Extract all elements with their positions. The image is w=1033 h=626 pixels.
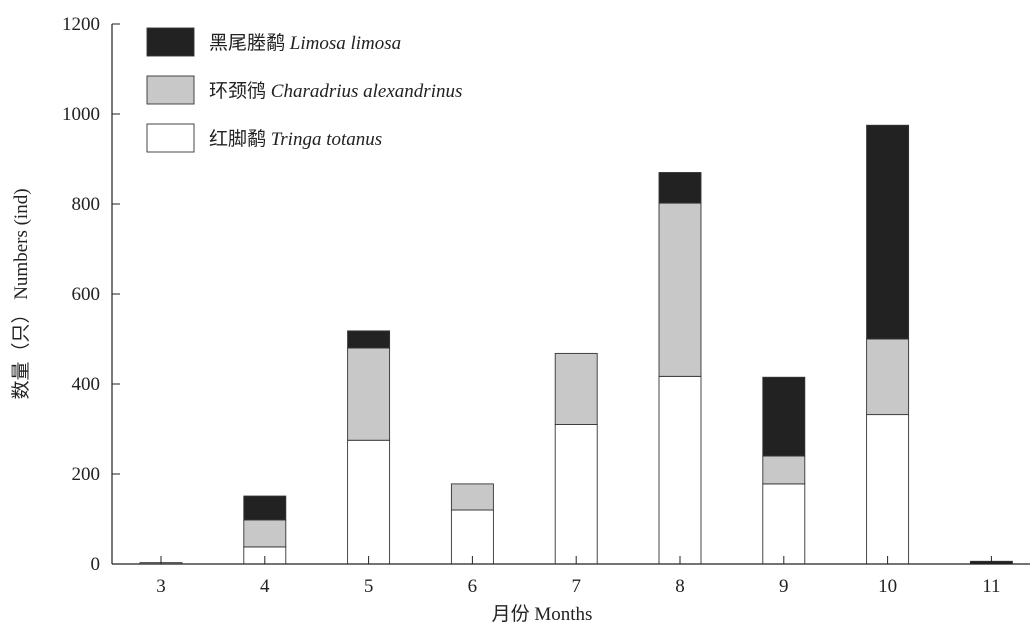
bar-segment-tringa-totanus-6 bbox=[450, 509, 494, 565]
bar-segment-charadrius-alexandrinus-10 bbox=[866, 338, 910, 416]
y-tick-label: 200 bbox=[72, 464, 101, 485]
legend-swatch-tringa-totanus bbox=[146, 123, 195, 153]
x-tick-label: 5 bbox=[364, 576, 374, 597]
legend-swatch-limosa-limosa bbox=[146, 27, 195, 57]
bar-segment-limosa-limosa-8 bbox=[658, 172, 702, 204]
bar-segment-charadrius-alexandrinus-4 bbox=[243, 519, 287, 548]
y-tick-label: 1000 bbox=[62, 104, 100, 125]
x-tick-label: 4 bbox=[260, 576, 270, 597]
bar-segment-tringa-totanus-9 bbox=[762, 483, 806, 565]
x-tick-label: 6 bbox=[468, 576, 478, 597]
legend-label-charadrius-alexandrinus: 环颈鸻 Charadrius alexandrinus bbox=[209, 80, 462, 102]
y-axis-title: 数量（只） Numbers (ind) bbox=[10, 188, 32, 399]
bar-segment-limosa-limosa-10 bbox=[866, 124, 910, 340]
bars-group bbox=[139, 124, 1013, 565]
y-tick-label: 800 bbox=[72, 194, 101, 215]
x-axis-title: 月份 Months bbox=[492, 603, 593, 625]
x-tick-label: 11 bbox=[982, 576, 1000, 597]
y-tick-label: 1200 bbox=[62, 14, 100, 35]
y-tick-label: 400 bbox=[72, 374, 101, 395]
bar-segment-tringa-totanus-5 bbox=[347, 439, 391, 565]
bar-segment-tringa-totanus-7 bbox=[554, 424, 598, 565]
bar-segment-charadrius-alexandrinus-9 bbox=[762, 455, 806, 485]
bar-segment-charadrius-alexandrinus-5 bbox=[347, 347, 391, 441]
bar-segment-tringa-totanus-8 bbox=[658, 375, 702, 565]
x-tick-label: 10 bbox=[878, 576, 897, 597]
x-tick-label: 9 bbox=[779, 576, 789, 597]
y-tick-label: 600 bbox=[72, 284, 101, 305]
bar-segment-charadrius-alexandrinus-8 bbox=[658, 202, 702, 377]
bar-segment-charadrius-alexandrinus-7 bbox=[554, 352, 598, 425]
x-tick-label: 7 bbox=[571, 576, 581, 597]
x-axis: 3 4 5 6 7 8 9 10 11 bbox=[112, 556, 1030, 597]
x-tick-label: 8 bbox=[675, 576, 685, 597]
bar-segment-tringa-totanus-10 bbox=[866, 414, 910, 565]
legend-label-limosa-limosa: 黑尾塍鹬 Limosa limosa bbox=[209, 32, 401, 54]
legend: 黑尾塍鹬 Limosa limosa 环颈鸻 Charadrius alexand… bbox=[146, 27, 462, 153]
legend-swatch-charadrius-alexandrinus bbox=[146, 75, 195, 105]
bar-segment-limosa-limosa-4 bbox=[243, 495, 287, 521]
x-tick-label: 3 bbox=[156, 576, 166, 597]
legend-label-tringa-totanus: 红脚鹬 Tringa totanus bbox=[209, 128, 382, 150]
bar-segment-limosa-limosa-9 bbox=[762, 376, 806, 457]
y-axis: 0 200 400 600 800 1000 1200 bbox=[62, 14, 120, 575]
bar-segment-limosa-limosa-5 bbox=[347, 330, 391, 349]
bar-segment-charadrius-alexandrinus-6 bbox=[450, 483, 494, 511]
y-tick-label: 0 bbox=[91, 554, 101, 575]
